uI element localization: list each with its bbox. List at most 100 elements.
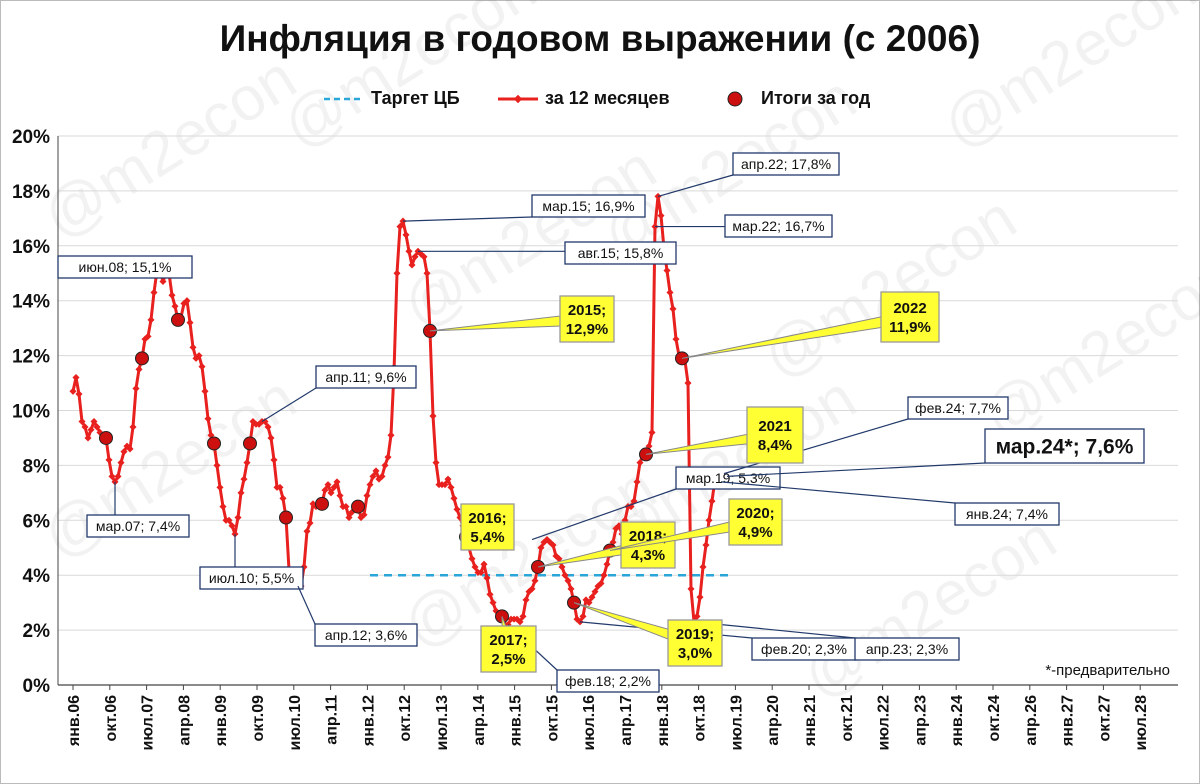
callout-text: фев.20; 2,3% xyxy=(761,641,847,657)
x-tick-label: апр.26 xyxy=(1023,695,1040,746)
series-point xyxy=(450,494,458,502)
x-tick-label: янв.06 xyxy=(66,695,83,747)
series-point xyxy=(477,568,485,576)
series-point xyxy=(147,316,155,324)
series-point xyxy=(669,305,677,313)
y-tick-label: 4% xyxy=(23,566,51,587)
series-point xyxy=(126,445,134,453)
series-point xyxy=(564,577,572,585)
series-point xyxy=(699,563,707,571)
callout-text: 2019; xyxy=(676,626,714,643)
callout-box xyxy=(667,619,723,667)
series-point xyxy=(276,483,284,491)
callout-text: 8,4% xyxy=(758,437,792,454)
legend-yearly-label: Итоги за год xyxy=(761,88,871,108)
series-point xyxy=(132,385,140,393)
callout-text: авг.15; 15,8% xyxy=(578,245,664,261)
legend-item-monthly: за 12 месяцев xyxy=(496,88,670,109)
callout-text: мар.07; 7,4% xyxy=(96,518,180,534)
annotation-callout: мар.22; 16,7% xyxy=(655,214,833,238)
series-point xyxy=(204,415,212,423)
x-tick-label: июл.28 xyxy=(1133,695,1150,751)
series-point xyxy=(381,461,389,469)
series-point xyxy=(522,596,530,604)
series-point xyxy=(519,612,527,620)
callout-box xyxy=(746,406,804,464)
series-point xyxy=(264,423,272,431)
callout-text: фев.24; 7,7% xyxy=(915,400,1001,416)
callout-box xyxy=(564,241,677,265)
series-point xyxy=(366,481,374,489)
series-point xyxy=(423,269,431,277)
annotation-callout: апр.12; 3,6% xyxy=(297,585,418,647)
series-point xyxy=(171,302,179,310)
series-point xyxy=(636,459,644,467)
y-tick-label: 2% xyxy=(23,621,51,642)
series-point xyxy=(444,475,452,483)
series-point xyxy=(411,253,419,261)
callout-box xyxy=(559,295,615,343)
callout-text: 12,9% xyxy=(566,321,609,338)
x-tick-label: окт.06 xyxy=(103,695,120,742)
series-point xyxy=(600,571,608,579)
series-point xyxy=(420,253,428,261)
callout-text: янв.24; 7,4% xyxy=(966,506,1048,522)
yearly-point xyxy=(135,351,149,366)
annotation-callout: апр.22; 17,8% xyxy=(657,152,840,197)
series-point xyxy=(117,459,125,467)
x-tick-label: июл.16 xyxy=(581,695,598,751)
series-point xyxy=(342,503,350,511)
x-tick-label: янв.21 xyxy=(802,695,819,747)
x-tick-label: окт.09 xyxy=(250,695,267,742)
legend-monthly-line-icon xyxy=(498,95,538,104)
series-point xyxy=(87,426,95,434)
yearly-point xyxy=(99,430,113,445)
callout-pointer xyxy=(681,310,912,359)
callout-box xyxy=(984,428,1145,464)
callout-text: 2016; xyxy=(468,510,506,527)
callout-text: 3,0% xyxy=(678,645,712,662)
series-point xyxy=(663,266,671,275)
x-tick-label: окт.15 xyxy=(544,695,561,742)
callout-box xyxy=(907,396,1009,420)
yearly-point xyxy=(351,499,365,514)
annotation-callout: мар.19; 5,3% xyxy=(531,466,781,541)
series-point xyxy=(378,472,386,480)
callout-box xyxy=(531,194,646,218)
callout-leader xyxy=(531,488,677,541)
x-tick-label: янв.09 xyxy=(213,695,230,747)
legend-item-yearly: Итоги за год xyxy=(724,88,870,109)
callout-text: 4,3% xyxy=(631,547,665,564)
annotation-callout: 2021 8,4% xyxy=(645,406,804,464)
annotation-callout: авг.15; 15,8% xyxy=(418,241,677,265)
yearly-point xyxy=(171,312,185,327)
callout-text: 5,4% xyxy=(470,529,504,546)
y-tick-label: 12% xyxy=(12,347,50,368)
y-tick-label: 16% xyxy=(12,237,50,258)
series-point xyxy=(384,453,392,461)
y-tick-label: 6% xyxy=(23,511,51,532)
series-point xyxy=(108,472,116,480)
x-tick-label: апр.20 xyxy=(765,695,782,746)
annotation-callout: мар.07; 7,4% xyxy=(86,481,190,538)
annotation-callout: янв.24; 7,4% xyxy=(720,481,1060,526)
series-point xyxy=(363,492,371,500)
callout-box xyxy=(728,498,783,546)
series-point xyxy=(429,412,437,420)
series-point xyxy=(555,555,563,563)
annotation-callout: 2020; 4,9% xyxy=(609,498,783,551)
series-point xyxy=(402,231,410,239)
series-point xyxy=(216,483,224,491)
callout-text: 2021 xyxy=(758,418,791,435)
legend-target-label: Таргет ЦБ xyxy=(371,88,460,108)
series-point xyxy=(705,516,713,524)
callout-leader xyxy=(726,462,986,477)
series-point xyxy=(168,291,176,299)
series-point xyxy=(648,428,656,436)
x-tick-label: апр.11 xyxy=(324,695,341,745)
annotation-callout: мар.15; 16,9% xyxy=(402,194,646,222)
annotation-callout: фев.18; 2,2% xyxy=(507,624,660,693)
series-point xyxy=(633,478,641,486)
